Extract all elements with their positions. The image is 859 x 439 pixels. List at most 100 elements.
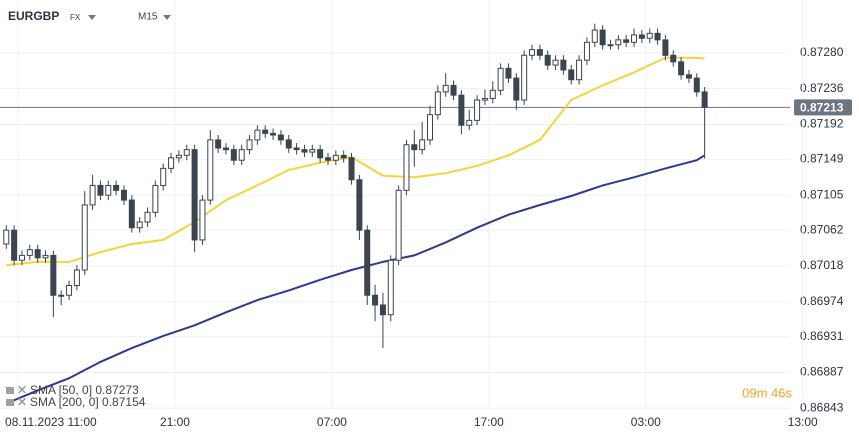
candle-body: [332, 154, 339, 161]
candle-body: [466, 119, 473, 126]
legend-remove: ✕: [17, 395, 27, 409]
candle-body: [560, 59, 567, 71]
candle-body: [458, 94, 465, 126]
candle-body: [552, 59, 559, 66]
candle-body: [81, 204, 88, 271]
candle-body: [58, 294, 65, 297]
candle-body: [607, 44, 614, 47]
candle-body: [505, 67, 512, 79]
candle-body: [474, 99, 481, 121]
candle-body: [654, 32, 661, 41]
legend-icon: [6, 387, 14, 394]
candle-body: [89, 184, 96, 206]
candle-body: [262, 129, 269, 134]
candle-body: [317, 149, 324, 159]
dropdown-arrow[interactable]: [88, 15, 96, 20]
candle-body: [183, 149, 190, 156]
candle-body: [513, 77, 520, 101]
candle-body: [387, 259, 394, 316]
y-tick-label: 0.86974: [800, 294, 844, 308]
candle-body: [285, 139, 292, 149]
x-tick-label: 07:00: [317, 415, 347, 429]
candle-body: [3, 229, 10, 245]
candle-body: [599, 29, 606, 46]
candle-body: [348, 157, 355, 181]
candle-body: [701, 91, 708, 108]
candle-body: [34, 249, 41, 259]
timeframe[interactable]: M15: [138, 12, 158, 23]
candle-body: [403, 144, 410, 191]
candle-body: [536, 49, 543, 56]
candle-body: [254, 129, 261, 141]
last-price-box: [794, 99, 852, 116]
candle-body: [340, 154, 347, 159]
x-tick-label: 17:00: [474, 415, 504, 429]
y-tick-label: 0.86843: [800, 400, 844, 414]
timer: 09m 46s: [742, 385, 792, 400]
candle-body: [18, 254, 25, 261]
candle-body: [246, 139, 253, 151]
y-tick-label: 0.87149: [800, 152, 844, 166]
y-tick-label: 0.87018: [800, 258, 844, 272]
candle-body: [615, 39, 622, 46]
x-tick-label: 21:00: [160, 415, 190, 429]
candle-body: [623, 39, 630, 43]
y-tick-label: 0.87236: [800, 81, 844, 95]
candle-body: [42, 254, 49, 259]
y-tick-label: 0.87105: [800, 187, 844, 201]
candle-body: [678, 61, 685, 76]
candle-body: [631, 34, 638, 43]
dropdown-arrow[interactable]: [163, 15, 171, 20]
candle-body: [419, 139, 426, 151]
candle-body: [230, 149, 237, 161]
candle-body: [128, 199, 135, 229]
candle-body: [646, 32, 653, 39]
candle-body: [442, 84, 449, 93]
candle-body: [568, 69, 575, 81]
candle-body: [576, 59, 583, 81]
y-tick-label: 0.87280: [800, 45, 844, 59]
candle-body: [521, 54, 528, 101]
y-tick-label: 0.87062: [800, 222, 844, 236]
candle-body: [497, 67, 504, 91]
legend-remove: ✕: [17, 383, 27, 397]
y-tick-label: 0.87192: [800, 117, 844, 131]
candle-body: [191, 149, 198, 241]
sma-line: [6, 56, 705, 267]
candle-body: [324, 157, 331, 161]
x-tick-label: 03:00: [631, 415, 661, 429]
candle-body: [364, 229, 371, 296]
legend-entry: SMA [50, 0] 0.87273: [30, 383, 139, 397]
candle-body: [175, 154, 182, 159]
candle-body: [168, 157, 175, 169]
candle-body: [293, 147, 300, 151]
candle-body: [301, 149, 308, 153]
candle-body: [277, 134, 284, 141]
candle-body: [207, 139, 214, 201]
last-price-label: 0.87213: [800, 101, 844, 115]
candle-body: [685, 74, 692, 79]
candle-body: [583, 41, 590, 61]
candle-body: [450, 84, 457, 96]
symbol[interactable]: EURGBP: [8, 9, 59, 23]
candle-body: [26, 249, 33, 256]
candle-body: [97, 184, 104, 196]
candle-body: [427, 114, 434, 141]
candle-body: [379, 304, 386, 316]
x-tick-label: 08.11.2023 11:00: [5, 415, 97, 429]
legend-entry: SMA [200, 0] 0.87154: [30, 395, 146, 409]
candle-body: [693, 77, 700, 93]
candle-body: [120, 189, 127, 201]
candle-body: [50, 254, 57, 296]
candle-body: [544, 54, 551, 66]
candle-body: [238, 149, 245, 161]
candle-body: [670, 54, 677, 63]
candle-body: [215, 139, 222, 149]
y-tick-label: 0.86887: [800, 365, 844, 379]
y-tick-label: 0.86931: [800, 329, 844, 343]
candle-body: [356, 179, 363, 231]
candle-body: [411, 144, 418, 151]
candle-body: [372, 294, 379, 306]
